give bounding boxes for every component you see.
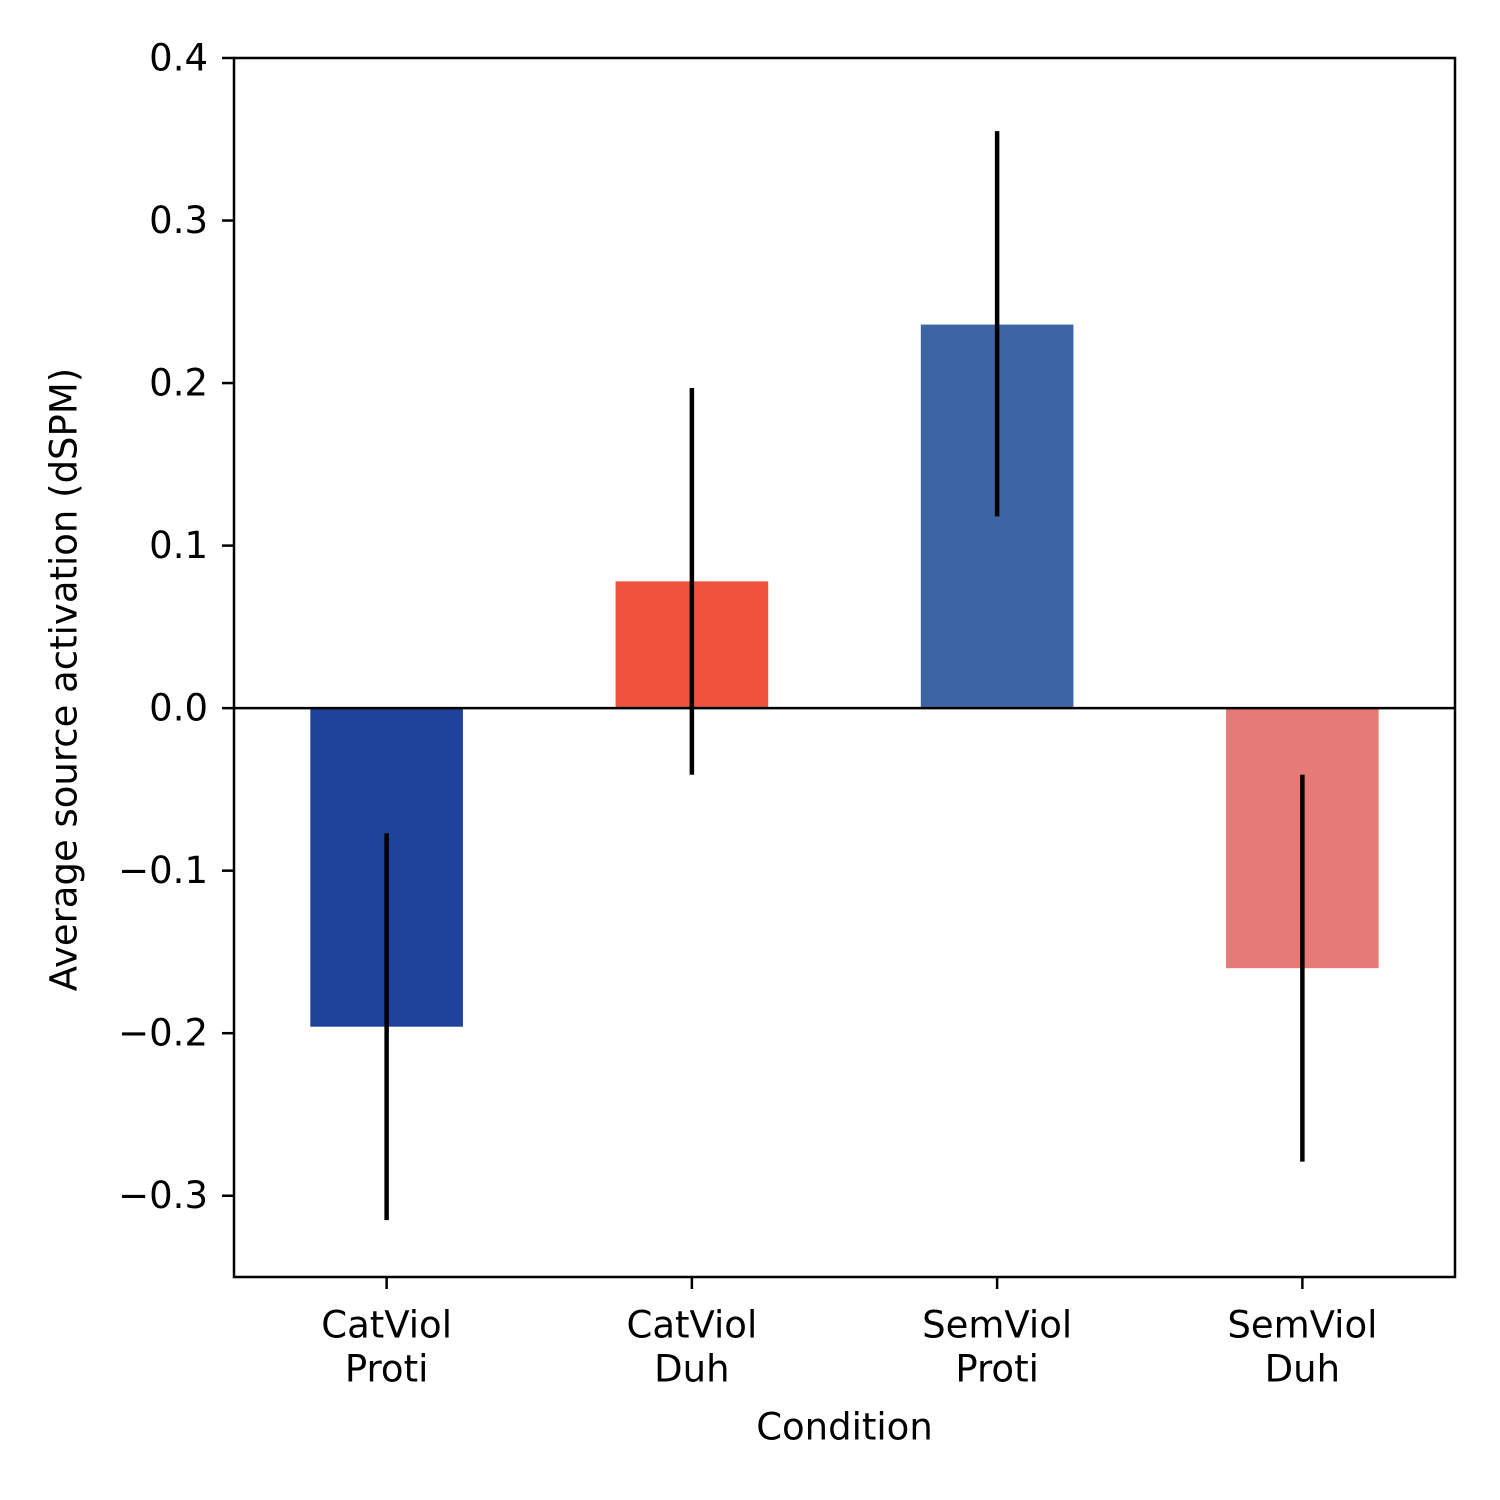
y-tick-label: 0.1	[149, 524, 208, 567]
bars-layer	[310, 324, 1379, 1027]
x-tick-label: Duh	[1265, 1348, 1340, 1391]
x-axis: CatViolProtiCatViolDuhSemViolProtiSemVio…	[321, 1277, 1377, 1391]
y-tick-label: −0.3	[118, 1174, 208, 1217]
y-tick-label: 0.3	[149, 199, 208, 242]
y-tick-label: −0.2	[118, 1012, 208, 1055]
x-tick-label: Duh	[654, 1348, 729, 1391]
y-tick-label: 0.2	[149, 362, 208, 405]
y-tick-label: −0.1	[118, 849, 208, 892]
y-axis-title: Average source activation (dSPM)	[43, 368, 86, 991]
x-tick-label: CatViol	[321, 1304, 452, 1347]
y-axis: −0.3 −0.2 −0.1 0.0 0.1 0.2 0.3 0.4	[118, 37, 234, 1217]
x-axis-title: Condition	[756, 1406, 933, 1449]
x-tick-label: Proti	[345, 1348, 429, 1391]
plot-frame	[232, 56, 1457, 1279]
x-tick-label: Proti	[955, 1348, 1039, 1391]
x-tick-label: CatViol	[627, 1304, 758, 1347]
y-tick-label: 0.0	[149, 687, 208, 730]
x-tick-label: SemViol	[1227, 1304, 1377, 1347]
x-tick-label: SemViol	[922, 1304, 1072, 1347]
y-tick-label: 0.4	[149, 37, 208, 80]
error-bars-layer	[384, 131, 1305, 1221]
